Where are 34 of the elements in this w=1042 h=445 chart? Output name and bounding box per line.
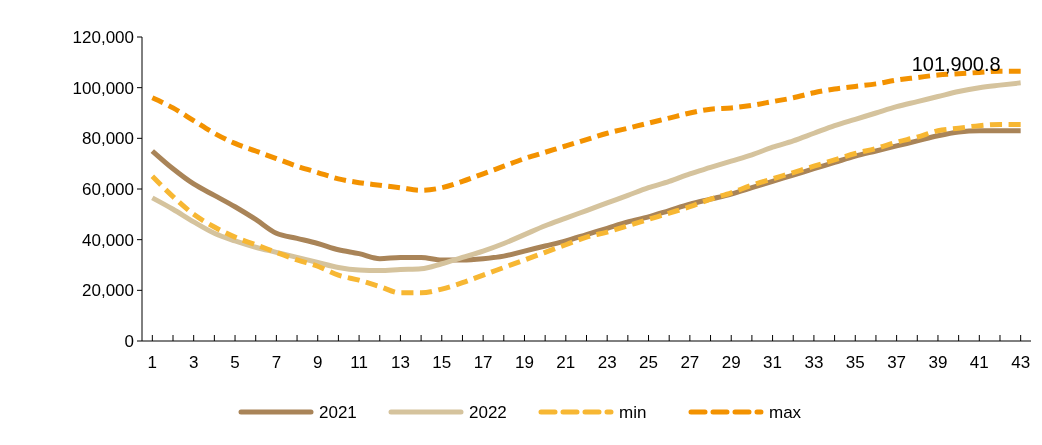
- x-tick-label: 37: [887, 353, 907, 372]
- x-tick-label: 7: [271, 353, 282, 372]
- x-tick-label: 35: [845, 353, 865, 372]
- legend-label: max: [769, 402, 802, 422]
- y-tick-label: 80,000: [82, 129, 134, 149]
- x-tick-label: 27: [680, 353, 700, 372]
- y-tick-label: 60,000: [82, 179, 134, 199]
- x-tick-label: 9: [313, 353, 323, 372]
- legend-label: min: [619, 402, 647, 422]
- x-tick-label: 41: [969, 353, 989, 372]
- annotation: 101,900.8: [911, 52, 1001, 75]
- x-tick-label: 33: [804, 353, 824, 372]
- y-tick-label: 40,000: [82, 230, 134, 250]
- x-tick-label: 17: [473, 353, 493, 372]
- x-tick-label: 19: [515, 353, 534, 372]
- x-tick-label: 43: [1011, 353, 1031, 372]
- x-tick-label: 11: [350, 353, 368, 372]
- x-tick-label: 5: [230, 353, 240, 372]
- y-tick-label: 100,000: [72, 78, 134, 98]
- y-tick-label: 20,000: [82, 281, 134, 301]
- x-tick-label: 13: [390, 353, 410, 372]
- x-tick-label: 29: [721, 353, 741, 372]
- y-tick-label: 120,000: [72, 27, 134, 47]
- x-tick-label: 39: [928, 353, 948, 372]
- x-tick-label: 3: [188, 353, 199, 372]
- legend-label: 2022: [469, 402, 507, 422]
- legend-label: 2021: [319, 402, 357, 422]
- x-tick-label: 23: [597, 353, 617, 372]
- y-tick-label: 0: [124, 331, 134, 351]
- x-tick-label: 1: [147, 353, 158, 372]
- x-tick-label: 15: [432, 353, 452, 372]
- x-tick-label: 21: [556, 353, 576, 372]
- x-tick-label: 25: [639, 353, 658, 372]
- x-tick-label: 31: [763, 353, 783, 372]
